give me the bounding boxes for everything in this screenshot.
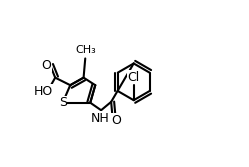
Text: S: S: [59, 96, 67, 109]
Text: CH₃: CH₃: [76, 45, 96, 55]
Text: O: O: [112, 114, 122, 127]
Text: Cl: Cl: [127, 70, 140, 84]
Text: NH: NH: [91, 112, 110, 125]
Text: O: O: [42, 59, 52, 72]
Text: HO: HO: [34, 85, 53, 98]
